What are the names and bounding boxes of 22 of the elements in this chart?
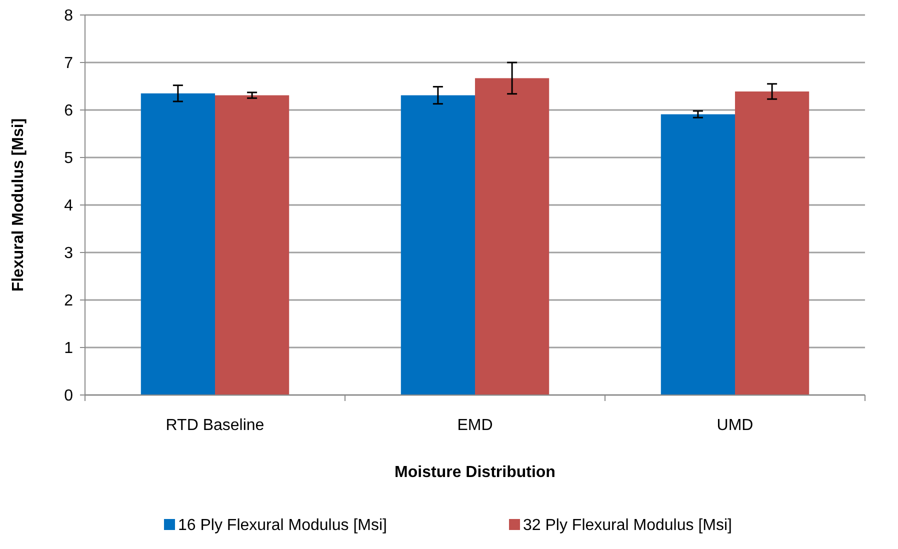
y-axis-title: Flexural Modulus [Msi] (10, 118, 27, 292)
x-tick-label: EMD (457, 417, 493, 434)
bar (735, 91, 810, 395)
x-axis-title: Moisture Distribution (394, 464, 556, 481)
y-tick-label: 7 (64, 55, 74, 72)
y-tick-label: 1 (64, 340, 74, 358)
y-tick-label: 2 (64, 292, 74, 310)
bar (400, 95, 475, 395)
bar (140, 93, 215, 395)
y-tick-label: 5 (64, 150, 74, 168)
y-tick-label: 4 (64, 198, 74, 215)
y-tick-label: 6 (64, 102, 74, 120)
y-tick-label: 3 (64, 245, 74, 262)
y-tick-label: 8 (64, 8, 74, 25)
y-tick-label: 0 (64, 388, 74, 405)
x-tick-label: UMD (716, 417, 754, 434)
bar (660, 114, 735, 395)
legend-label: 16 Ply Flexural Modulus [Msi] (178, 517, 387, 534)
legend-label: 32 Ply Flexural Modulus [Msi] (523, 517, 732, 534)
bar (215, 95, 290, 395)
x-tick-label: RTD Baseline (166, 417, 264, 434)
bar (475, 78, 550, 395)
